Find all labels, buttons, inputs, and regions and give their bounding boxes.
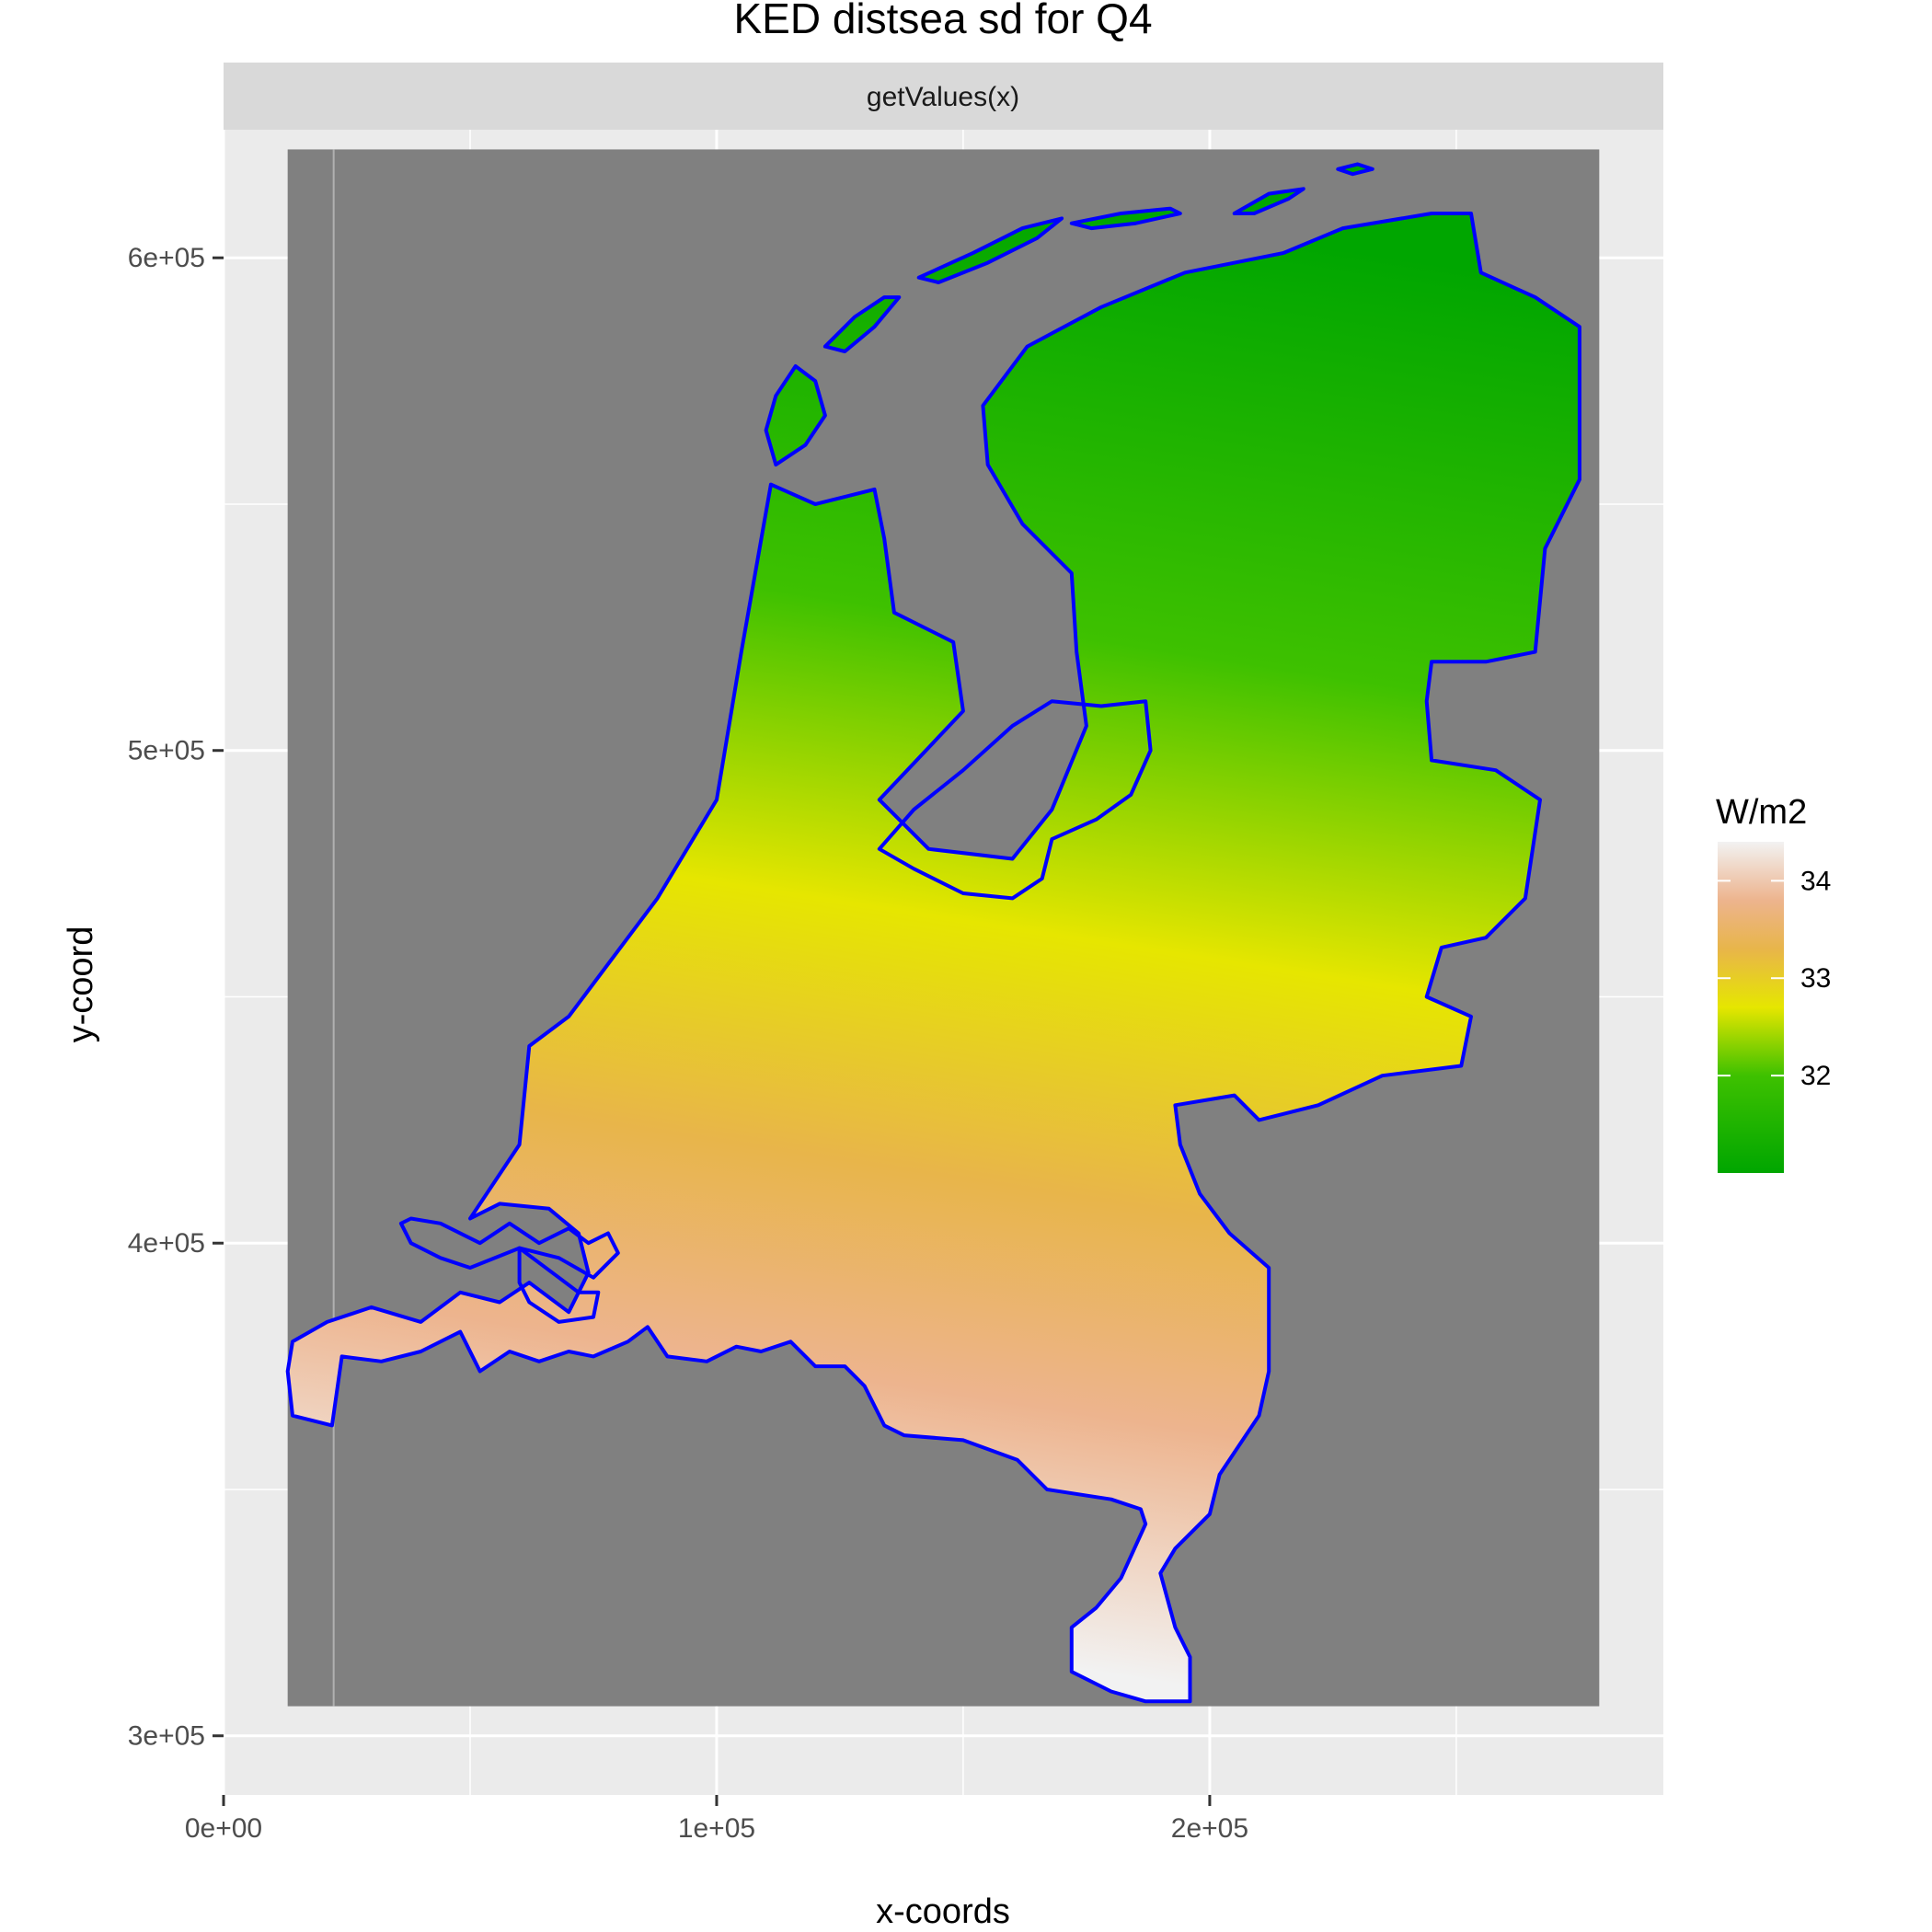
y-axis-title: y-coord (62, 926, 100, 1043)
island-outline (1232, 187, 1305, 215)
inner-boundary-outline (398, 1216, 620, 1280)
x-axis: 0e+00 1e+05 2e+05 (185, 1795, 1248, 1844)
x-tick-label: 1e+05 (678, 1813, 755, 1844)
x-tick-label: 2e+05 (1171, 1813, 1248, 1844)
legend-tick-label: 34 (1800, 866, 1831, 896)
chart-title: KED distsea sd for Q4 (733, 0, 1152, 42)
mainland-outline (285, 212, 1581, 1704)
inner-boundary-outline (877, 699, 1153, 901)
island-surface (918, 218, 1063, 282)
inner-boundary-outline (517, 1246, 601, 1324)
legend-title: W/m2 (1716, 793, 1807, 832)
island-outline (822, 295, 902, 353)
island-surface (1234, 189, 1304, 213)
y-tick-label: 4e+05 (128, 1228, 205, 1259)
facet-strip-label: getValues(x) (867, 82, 1019, 112)
y-tick-label: 3e+05 (128, 1721, 205, 1752)
y-tick-label: 5e+05 (128, 736, 205, 766)
island-outline (1336, 162, 1374, 177)
legend-colorbar (1718, 842, 1784, 1173)
boundary-outlines (285, 162, 1581, 1704)
x-tick-label: 0e+00 (185, 1813, 262, 1844)
y-tick-label: 6e+05 (128, 243, 205, 273)
island-surface (824, 297, 900, 351)
island-surface (1071, 208, 1180, 229)
legend-tick-label: 33 (1800, 963, 1831, 994)
legend-ticks: 32 33 34 (1718, 866, 1831, 1091)
x-axis-title: x-coords (876, 1892, 1010, 1931)
legend: W/m2 32 33 34 (1716, 793, 1831, 1173)
island-outline (1069, 206, 1182, 231)
land-surface (287, 213, 1580, 1702)
y-axis: 3e+05 4e+05 5e+05 6e+05 (128, 243, 224, 1752)
facet-strip (224, 63, 1663, 130)
legend-tick-label: 32 (1800, 1061, 1831, 1091)
island-outline (916, 216, 1064, 284)
island-outline (764, 364, 827, 467)
